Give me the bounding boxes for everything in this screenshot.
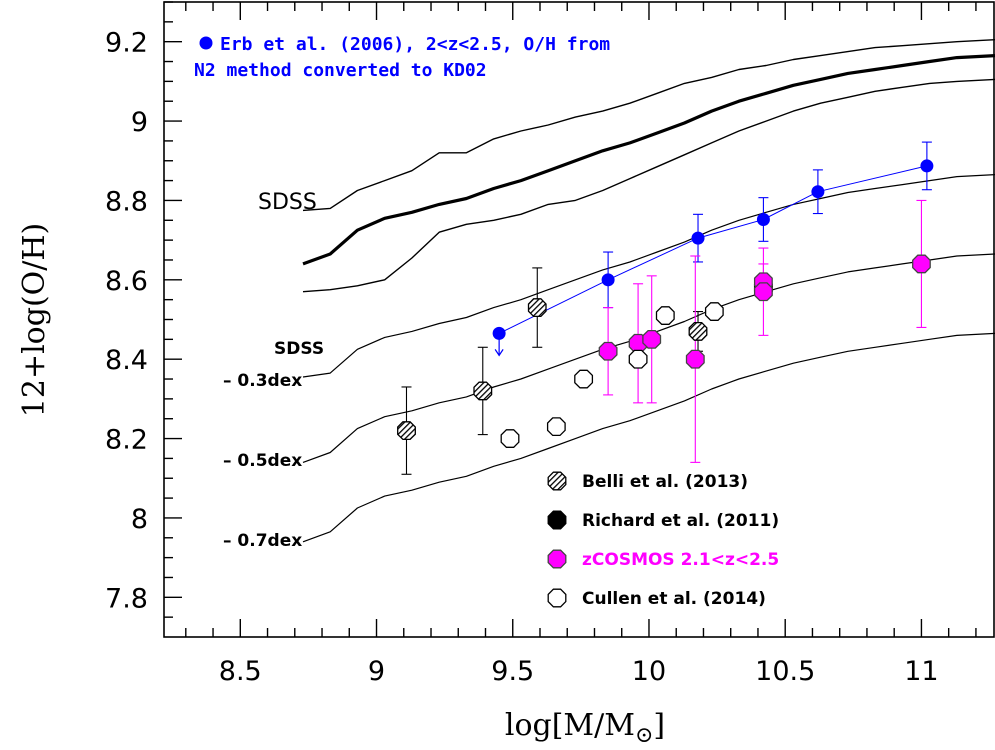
cullen-point bbox=[655, 306, 675, 325]
belli-point bbox=[688, 321, 708, 341]
cullen-point bbox=[500, 429, 520, 448]
erb-point bbox=[492, 326, 506, 340]
sdss-curve-offset-07 bbox=[302, 332, 995, 543]
sdss-curve-upper bbox=[302, 39, 995, 212]
erb-annotation: Erb et al. (2006), 2<z<2.5, O/H from N2 … bbox=[194, 34, 610, 81]
x-tick-label: 9.5 bbox=[491, 656, 534, 687]
legend-label: Richard et al. (2011) bbox=[582, 511, 779, 531]
zcosmos-point bbox=[753, 282, 773, 302]
sdss-label: SDSS bbox=[258, 190, 317, 215]
zcosmos-point bbox=[912, 254, 931, 274]
zcosmos-point bbox=[598, 341, 618, 361]
y-tick-label: 9.2 bbox=[105, 28, 148, 59]
offset-05-label: – 0.5dex bbox=[223, 451, 302, 471]
erb-line bbox=[498, 165, 928, 334]
sdss-offsets-label: SDSS bbox=[274, 339, 324, 359]
erb-upper-limit-arrowhead bbox=[494, 349, 504, 357]
sdss-curve-lower bbox=[302, 78, 995, 293]
x-axis-title: log[M/M⊙] bbox=[505, 708, 665, 748]
legend-label: Belli et al. (2013) bbox=[582, 472, 748, 492]
cullen-point bbox=[574, 369, 594, 389]
x-tick-label: 10 bbox=[632, 656, 666, 687]
x-tick-label: 10.5 bbox=[755, 656, 815, 687]
erb-point bbox=[920, 159, 934, 173]
sdss-curve-offset-03 bbox=[302, 174, 995, 378]
y-tick-label: 8 bbox=[131, 504, 148, 535]
legend-marker bbox=[547, 588, 567, 608]
cullen-point bbox=[704, 302, 724, 321]
y-tick-label: 8.8 bbox=[105, 186, 148, 217]
y-tick-label: 8.4 bbox=[105, 345, 148, 376]
y-tick-label: 7.8 bbox=[105, 583, 148, 614]
legend: Belli et al. (2013) Richard et al. (2011)… bbox=[547, 471, 779, 609]
cullen-point bbox=[628, 349, 648, 369]
sdss-curve-median bbox=[302, 54, 995, 266]
erb-note-line2: N2 method converted to KD02 bbox=[194, 60, 487, 81]
legend-marker bbox=[547, 471, 567, 491]
legend-marker bbox=[547, 510, 567, 530]
x-tick-label: 9 bbox=[368, 656, 385, 687]
belli-point bbox=[473, 381, 493, 401]
legend-label: zCOSMOS 2.1<z<2.5 bbox=[582, 550, 779, 570]
erb-point bbox=[811, 185, 825, 199]
zcosmos-point bbox=[685, 349, 705, 369]
belli-point bbox=[527, 298, 547, 318]
belli-point bbox=[397, 421, 416, 441]
data-points bbox=[397, 159, 934, 448]
cullen-point bbox=[546, 417, 566, 437]
legend-label: Cullen et al. (2014) bbox=[582, 589, 766, 609]
zcosmos-point bbox=[642, 329, 662, 349]
erb-point bbox=[691, 231, 705, 245]
erb-point bbox=[756, 212, 770, 226]
x-tick-label: 11 bbox=[904, 656, 938, 687]
erb-note-line1: Erb et al. (2006), 2<z<2.5, O/H from bbox=[220, 34, 610, 55]
y-axis-title: 12+log(O/H) bbox=[17, 223, 52, 417]
erb-note-marker bbox=[199, 36, 213, 50]
axis-ticks: 8.5 9 9.5 10 10.5 11 7.8 8 8.2 8.4 8.6 8.8 9 9.2 bbox=[105, 1, 977, 687]
y-tick-label: 9 bbox=[131, 107, 148, 138]
erb-point bbox=[601, 273, 615, 287]
offset-07-label: – 0.7dex bbox=[223, 531, 302, 551]
y-tick-label: 8.2 bbox=[105, 425, 148, 456]
offset-03-label: – 0.3dex bbox=[223, 371, 302, 391]
legend-marker bbox=[547, 549, 567, 569]
y-tick-label: 8.6 bbox=[105, 266, 148, 297]
x-tick-label: 8.5 bbox=[219, 656, 262, 687]
